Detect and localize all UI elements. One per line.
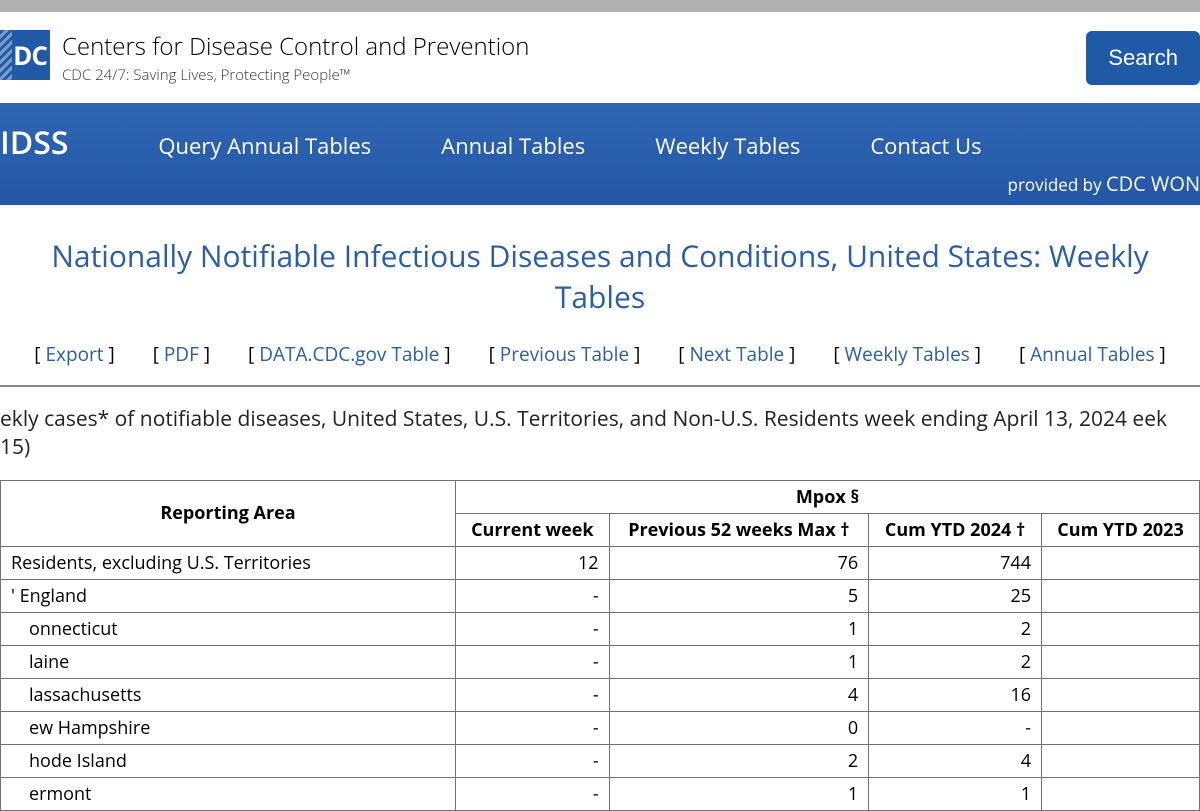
cell-value: -: [456, 678, 610, 711]
cell-value: 2: [609, 744, 869, 777]
provided-prefix: provided by: [1008, 173, 1102, 196]
provided-by: provided by CDC WON: [0, 170, 1200, 197]
action-pdf: [ PDF ]: [153, 341, 210, 367]
link-next-table[interactable]: Next Table: [689, 341, 784, 367]
cell-value: 2: [869, 612, 1042, 645]
cell-area: ew Hampshire: [1, 711, 456, 744]
cell-value: [1042, 678, 1200, 711]
table-row: hode Island-24: [1, 744, 1200, 777]
cell-value: -: [456, 777, 610, 810]
page-title: Nationally Notifiable Infectious Disease…: [12, 235, 1188, 317]
cell-value: 76: [609, 546, 869, 579]
cell-value: 1: [869, 777, 1042, 810]
cell-value: 1: [609, 777, 869, 810]
cell-value: [1042, 711, 1200, 744]
cell-value: 25: [869, 579, 1042, 612]
cell-value: 16: [869, 678, 1042, 711]
cdc-logo-icon: DC: [0, 30, 50, 80]
col-cum-2024: Cum YTD 2024 †: [869, 513, 1042, 546]
cell-area: lassachusetts: [1, 678, 456, 711]
table-row: ermont-11: [1, 777, 1200, 810]
nav-annual-tables[interactable]: Annual Tables: [441, 131, 585, 161]
action-datacdc: [ DATA.CDC.gov Table ]: [248, 341, 451, 367]
org-title: Centers for Disease Control and Preventi…: [62, 30, 529, 63]
site-brand[interactable]: IDSS: [0, 121, 68, 164]
link-datacdc[interactable]: DATA.CDC.gov Table: [259, 341, 439, 367]
nav-inner: IDSS Query Annual Tables Annual Tables W…: [0, 121, 1200, 164]
link-export[interactable]: Export: [45, 341, 103, 367]
cell-area: laine: [1, 645, 456, 678]
cell-area: ' England: [1, 579, 456, 612]
link-annual-tables[interactable]: Annual Tables: [1030, 341, 1154, 367]
col-prev-52-max: Previous 52 weeks Max †: [609, 513, 869, 546]
link-previous-table[interactable]: Previous Table: [500, 341, 629, 367]
cell-value: 1: [609, 612, 869, 645]
col-cum-2023: Cum YTD 2023: [1042, 513, 1200, 546]
cell-value: 0: [609, 711, 869, 744]
cell-value: 4: [869, 744, 1042, 777]
nav-contact-us[interactable]: Contact Us: [870, 131, 981, 161]
col-group-mpox: Mpox §: [456, 480, 1200, 513]
nav-band: IDSS Query Annual Tables Annual Tables W…: [0, 103, 1200, 205]
cell-value: [1042, 777, 1200, 810]
nav-weekly-tables[interactable]: Weekly Tables: [655, 131, 800, 161]
org-subtitle: CDC 24/7: Saving Lives, Protecting Peopl…: [62, 65, 529, 85]
link-weekly-tables[interactable]: Weekly Tables: [845, 341, 970, 367]
table-row: Residents, excluding U.S. Territories127…: [1, 546, 1200, 579]
table-head: Reporting Area Mpox § Current week Previ…: [1, 480, 1200, 546]
cell-value: 5: [609, 579, 869, 612]
cell-area: hode Island: [1, 744, 456, 777]
col-current-week: Current week: [456, 513, 610, 546]
cdc-logo-block: DC Centers for Disease Control and Preve…: [0, 30, 529, 85]
cell-value: [1042, 612, 1200, 645]
provided-source[interactable]: CDC WON: [1106, 170, 1200, 197]
cell-value: 12: [456, 546, 610, 579]
cell-value: 2: [869, 645, 1042, 678]
search-button[interactable]: Search: [1086, 31, 1200, 85]
cell-value: [1042, 645, 1200, 678]
table-row: lassachusetts-416: [1, 678, 1200, 711]
cell-value: -: [869, 711, 1042, 744]
cell-value: -: [456, 579, 610, 612]
action-export: [ Export ]: [34, 341, 114, 367]
action-weekly: [ Weekly Tables ]: [833, 341, 981, 367]
top-bar: [0, 0, 1200, 12]
cell-value: -: [456, 711, 610, 744]
cell-value: -: [456, 744, 610, 777]
action-links: [ Export ] [ PDF ] [ DATA.CDC.gov Table …: [0, 341, 1200, 367]
action-next: [ Next Table ]: [678, 341, 795, 367]
cell-value: -: [456, 645, 610, 678]
table-row: onnecticut-12: [1, 612, 1200, 645]
cell-value: [1042, 579, 1200, 612]
cell-value: 1: [609, 645, 869, 678]
cell-area: onnecticut: [1, 612, 456, 645]
site-header: DC Centers for Disease Control and Preve…: [0, 12, 1200, 103]
nav-query-annual[interactable]: Query Annual Tables: [158, 131, 371, 161]
table-header-row-1: Reporting Area Mpox §: [1, 480, 1200, 513]
cell-area: Residents, excluding U.S. Territories: [1, 546, 456, 579]
cell-value: 744: [869, 546, 1042, 579]
table-row: ' England-525: [1, 579, 1200, 612]
table-row: ew Hampshire-0-: [1, 711, 1200, 744]
action-annual: [ Annual Tables ]: [1019, 341, 1166, 367]
table-body: Residents, excluding U.S. Territories127…: [1, 546, 1200, 810]
search-label: Search: [1108, 45, 1178, 71]
link-pdf[interactable]: PDF: [164, 341, 199, 367]
cdc-text: Centers for Disease Control and Preventi…: [62, 30, 529, 85]
cell-area: ermont: [1, 777, 456, 810]
cell-value: 4: [609, 678, 869, 711]
table-row: laine-12: [1, 645, 1200, 678]
cell-value: -: [456, 612, 610, 645]
action-prev: [ Previous Table ]: [489, 341, 641, 367]
cell-value: [1042, 744, 1200, 777]
separator: [0, 385, 1200, 387]
table-caption: ekly cases* of notifiable diseases, Unit…: [0, 405, 1200, 462]
data-table: Reporting Area Mpox § Current week Previ…: [0, 480, 1200, 811]
col-reporting-area: Reporting Area: [1, 480, 456, 546]
cell-value: [1042, 546, 1200, 579]
